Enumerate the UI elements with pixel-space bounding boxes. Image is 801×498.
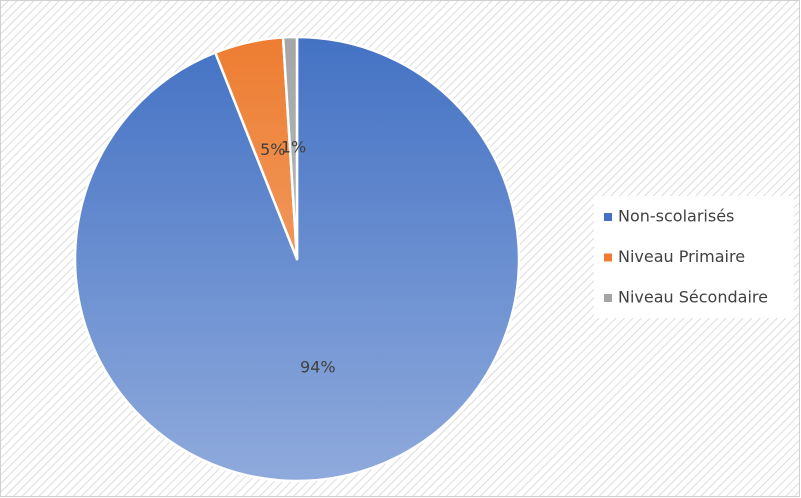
- legend: Non-scolarisés Niveau Primaire Niveau Séco…: [594, 196, 794, 318]
- legend-label: Niveau Sécondaire: [618, 288, 768, 307]
- pie-slice: [281, 35, 299, 261]
- legend-background: [594, 196, 794, 318]
- legend-swatch: [604, 253, 612, 262]
- data-label: 1%: [281, 138, 306, 157]
- data-label: 94%: [300, 358, 336, 377]
- data-label: 5%: [260, 140, 285, 159]
- legend-swatch: [604, 294, 612, 302]
- pie: 94% 5%1%: [73, 35, 521, 483]
- legend-swatch: [604, 213, 612, 221]
- legend-label: Niveau Primaire: [618, 247, 745, 266]
- legend-label: Non-scolarisés: [618, 207, 734, 226]
